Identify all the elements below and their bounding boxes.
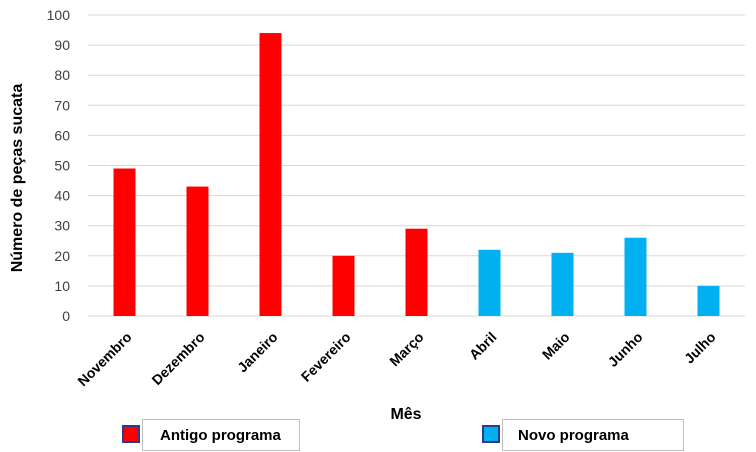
bar-novembro xyxy=(113,168,136,316)
x-axis-title: Mês xyxy=(390,406,421,423)
x-tick-label: Dezembro xyxy=(148,329,207,388)
x-tick-label: Novembro xyxy=(74,329,134,389)
legend-swatch-novo xyxy=(482,425,500,443)
y-tick-label: 90 xyxy=(54,37,70,53)
x-tick-label: Junho xyxy=(605,329,646,370)
bar-maio xyxy=(551,252,574,316)
legend-entry-novo xyxy=(502,419,684,451)
y-tick-label: 20 xyxy=(54,248,70,264)
bar-fevereiro xyxy=(332,255,355,316)
x-tick-label: Março xyxy=(386,329,426,369)
x-tick-label: Janeiro xyxy=(234,329,281,376)
x-tick-label: Maio xyxy=(539,329,573,363)
bar-julho xyxy=(697,285,720,316)
legend-entry-antigo xyxy=(142,419,300,451)
y-tick-label: 80 xyxy=(54,67,70,83)
y-axis-title: Número de peças sucata xyxy=(9,84,26,273)
y-tick-label: 100 xyxy=(47,7,71,23)
y-tick-labels: 0 10 20 30 40 50 60 70 80 90 100 xyxy=(47,7,71,324)
y-tick-label: 60 xyxy=(54,127,70,143)
x-tick-label: Fevereiro xyxy=(298,329,354,385)
y-tick-label: 70 xyxy=(54,97,70,113)
bar-março xyxy=(405,228,428,316)
bar-junho xyxy=(624,237,647,316)
legend-swatch-antigo xyxy=(122,425,140,443)
y-tick-label: 40 xyxy=(54,188,70,204)
x-tick-labels: Novembro Dezembro Janeiro Fevereiro Março Abr… xyxy=(74,329,718,389)
legend-label-novo: Novo programa xyxy=(518,427,629,444)
x-tick-label: Abril xyxy=(466,329,500,363)
bar-janeiro xyxy=(259,33,282,317)
y-tick-label: 30 xyxy=(54,218,70,234)
y-tick-label: 50 xyxy=(54,158,70,174)
y-tick-label: 10 xyxy=(54,278,70,294)
bars xyxy=(113,33,720,317)
bar-dezembro xyxy=(186,186,209,316)
legend-label-antigo: Antigo programa xyxy=(160,427,281,444)
y-tick-label: 0 xyxy=(62,308,70,324)
x-tick-label: Julho xyxy=(681,329,719,367)
bar-abril xyxy=(478,249,501,316)
